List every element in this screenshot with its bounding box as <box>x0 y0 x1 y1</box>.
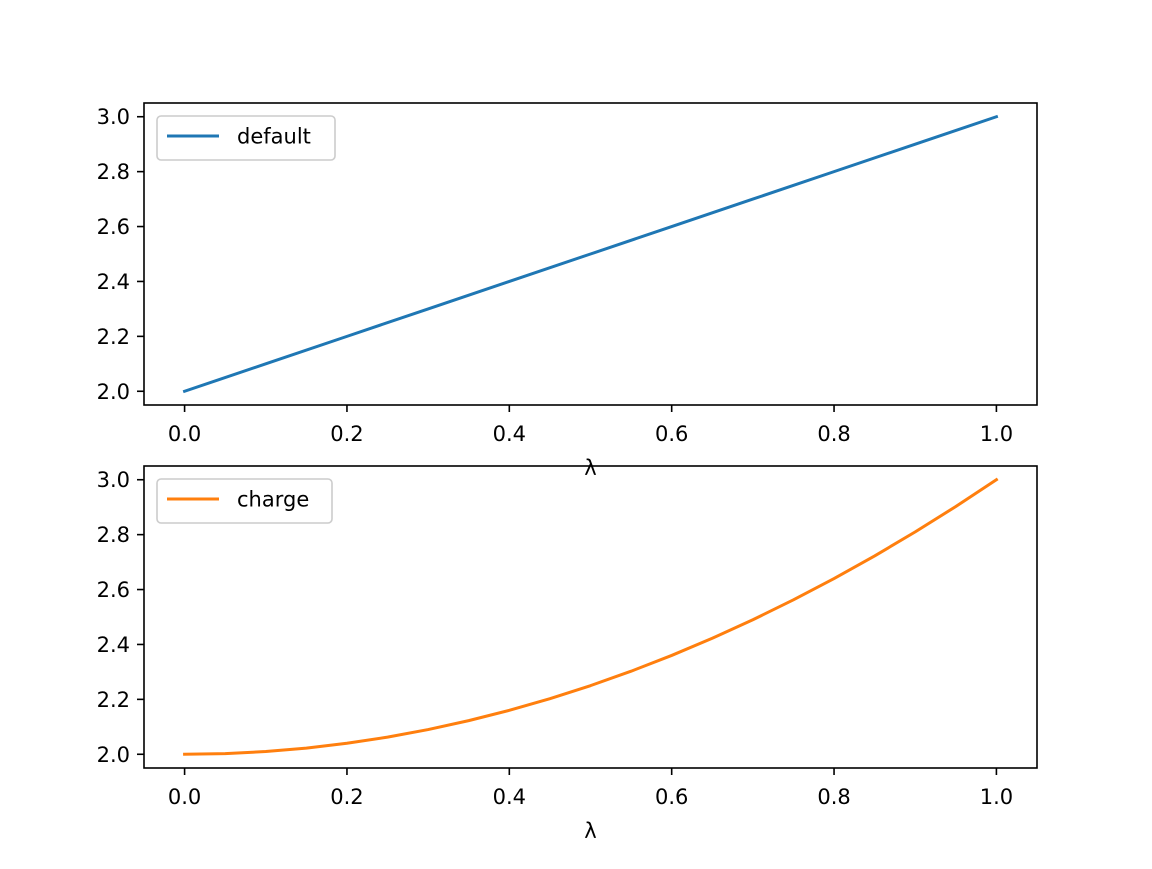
axes-frame <box>143 102 1038 406</box>
y-tick-label: 2.6 <box>97 215 130 239</box>
plot-area <box>182 114 999 394</box>
y-tick-label: 2.2 <box>97 325 130 349</box>
axis-ticks: 0.0 0.2 0.4 0.6 0.8 1.0 2.0 2.2 2.4 2.6 2.8 3.0 <box>97 468 1014 809</box>
x-tick-label: 1.0 <box>980 422 1013 446</box>
y-tick-label: 3.0 <box>97 105 130 129</box>
x-tick-label: 0.2 <box>330 785 363 809</box>
legend-label: charge <box>237 488 309 512</box>
y-tick-label: 3.0 <box>97 468 130 492</box>
y-tick-label: 2.4 <box>97 633 130 657</box>
axis-ticks: 0.0 0.2 0.4 0.6 0.8 1.0 2.0 2.2 2.4 2.6 2.8 3.0 <box>97 105 1014 446</box>
plot-area <box>183 477 999 756</box>
x-tick-label: 0.4 <box>493 785 526 809</box>
series-line-0 <box>183 477 999 756</box>
legend-box <box>156 478 333 524</box>
y-tick-label: 2.0 <box>97 743 130 767</box>
x-tick-label: 0.4 <box>493 422 526 446</box>
legend: default <box>156 115 336 161</box>
legend-label: default <box>237 125 311 149</box>
series-line-0 <box>182 114 999 394</box>
x-axis-label: λ <box>584 819 596 843</box>
x-tick-label: 0.8 <box>817 785 850 809</box>
x-tick-label: 0.0 <box>168 785 201 809</box>
x-tick-label: 0.2 <box>330 422 363 446</box>
legend-box <box>156 115 336 161</box>
x-tick-label: 1.0 <box>980 785 1013 809</box>
y-tick-label: 2.4 <box>97 270 130 294</box>
x-tick-label: 0.6 <box>655 785 688 809</box>
x-tick-label: 0.6 <box>655 422 688 446</box>
x-tick-label: 0.0 <box>168 422 201 446</box>
y-tick-label: 2.8 <box>97 523 130 547</box>
y-tick-label: 2.8 <box>97 160 130 184</box>
y-tick-label: 2.2 <box>97 688 130 712</box>
y-tick-label: 2.6 <box>97 578 130 602</box>
x-tick-label: 0.8 <box>817 422 850 446</box>
legend: charge <box>156 478 333 524</box>
subplot-2: 0.0 0.2 0.4 0.6 0.8 1.0 2.0 2.2 2.4 2.6 2.8 3.0 λ c… <box>97 465 1038 843</box>
y-tick-label: 2.0 <box>97 380 130 404</box>
x-axis-label: λ <box>584 456 596 480</box>
axes-frame <box>143 465 1038 769</box>
subplot-1: 0.0 0.2 0.4 0.6 0.8 1.0 2.0 2.2 2.4 2.6 2.8 3.0 λ d… <box>97 102 1038 480</box>
